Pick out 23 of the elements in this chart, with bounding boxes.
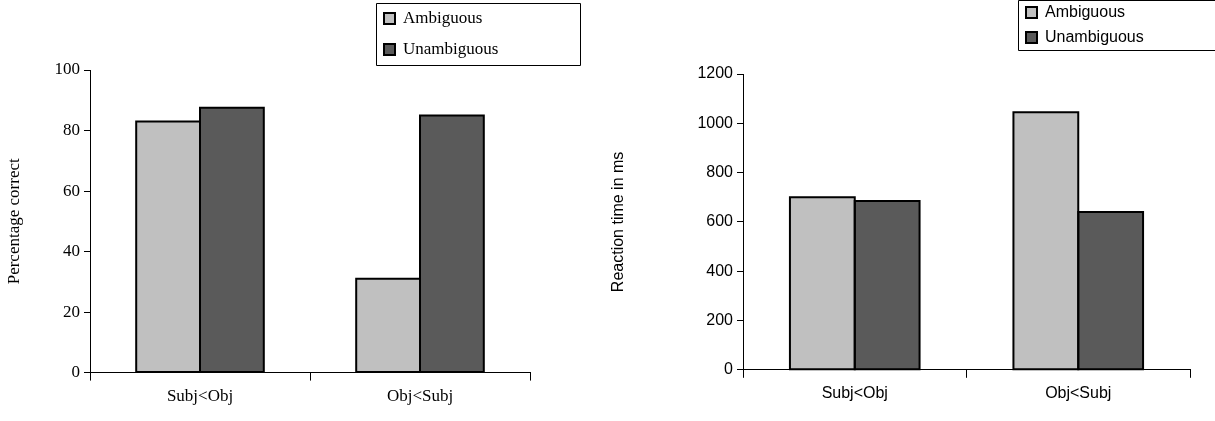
x-tick-label: Subj<Obj [166,386,234,406]
legend-label: Unambiguous [1045,27,1144,45]
y-tick-label: 60 [63,180,80,200]
y-tick-label: 100 [54,59,80,79]
y-tick-label: 20 [63,301,80,321]
legend-label: Unambiguous [403,38,499,58]
x-tick-label: Subj<Obj [821,383,888,401]
y-tick-label: 1000 [697,113,734,131]
y-tick-label: 80 [63,119,80,139]
x-tick-label: Obj<Subj [1045,383,1112,401]
y-tick-label: 0 [71,362,80,382]
legend-label: Ambiguous [1045,2,1126,20]
y-tick-label: 40 [63,241,80,261]
y-axis-title: Reaction time in ms [609,151,627,293]
legend-label: Ambiguous [403,7,483,27]
x-tick-label: Obj<Subj [386,386,454,406]
y-tick-label: 200 [706,310,734,328]
y-tick-label: 400 [706,261,734,279]
y-tick-label: 1200 [697,64,734,82]
y-tick-label: 0 [724,360,734,378]
y-tick-label: 600 [706,212,734,230]
y-axis-title: Percentage correct [3,158,23,285]
y-tick-label: 800 [706,163,734,181]
